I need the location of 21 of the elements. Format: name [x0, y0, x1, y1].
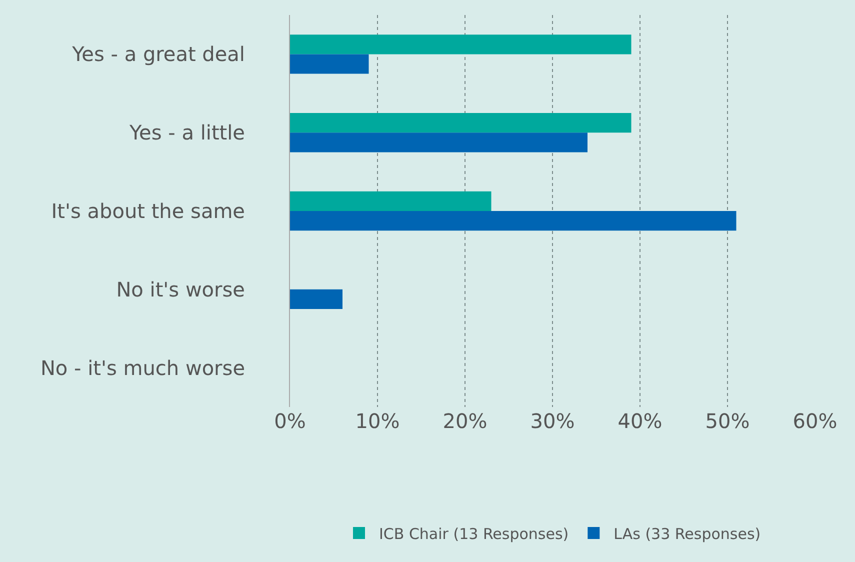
x-tick-label: 0%: [274, 409, 306, 433]
x-tick-label: 60%: [792, 409, 838, 433]
x-tick-label: 10%: [355, 409, 400, 433]
bar: [290, 191, 492, 211]
y-tick-label: Yes - a little: [128, 120, 245, 145]
y-tick-label: Yes - a great deal: [71, 42, 245, 66]
x-tick-label: 50%: [705, 409, 750, 433]
bar: [290, 132, 588, 152]
y-tick-label: No it's worse: [116, 277, 245, 302]
x-tick-label: 30%: [530, 409, 575, 433]
legend-label: LAs (33 Responses): [614, 524, 761, 543]
y-tick-label: It's about the same: [51, 199, 245, 223]
bar: [290, 211, 736, 231]
bar: [290, 289, 342, 309]
x-tick-label: 40%: [618, 409, 662, 433]
bar: [290, 54, 369, 74]
x-tick-label: 20%: [442, 409, 488, 433]
bar: [290, 34, 632, 54]
y-tick-label: No - it's much worse: [40, 356, 245, 380]
legend-label: ICB Chair (13 Responses): [379, 524, 569, 543]
bar: [290, 113, 632, 133]
